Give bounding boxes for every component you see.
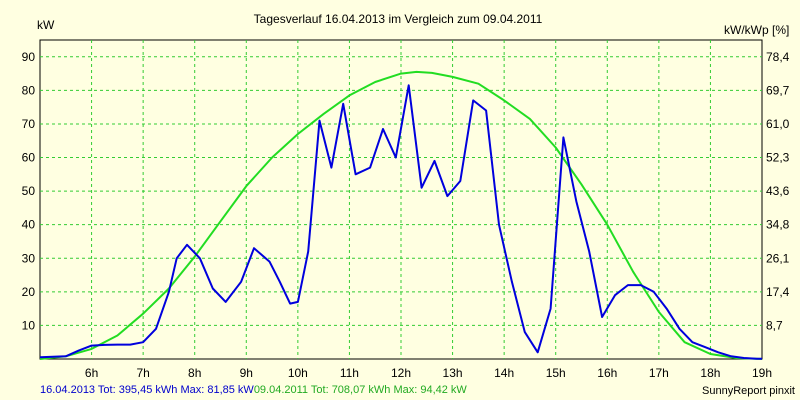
series-line-1: [39, 84, 762, 360]
grid: [40, 40, 762, 359]
y-tick-right: 61,0: [766, 117, 790, 131]
y-tick-left: 10: [22, 318, 36, 332]
chart-title: Tagesverlauf 16.04.2013 im Vergleich zum…: [254, 12, 543, 26]
y-tick-right: 26,1: [766, 251, 790, 265]
y-axis-label-right: kW/kWp [%]: [724, 23, 789, 37]
x-tick: 17h: [649, 366, 669, 380]
x-tick: 11h: [340, 366, 359, 380]
series-lines: [39, 70, 763, 360]
y-tick-right: 69,7: [766, 83, 790, 97]
footer-credit: SunnyReport pinxit: [702, 385, 795, 397]
y-tick-left: 80: [22, 83, 36, 97]
x-tick: 13h: [443, 366, 463, 380]
series-line-2: [39, 70, 763, 360]
x-tick: 12h: [391, 366, 411, 380]
y-tick-right: 17,4: [766, 285, 790, 299]
x-tick: 14h: [494, 366, 514, 380]
y-tick-right: 52,3: [766, 151, 790, 165]
x-tick: 8h: [188, 366, 201, 380]
y-tick-right: 43,6: [766, 184, 790, 198]
x-tick: 9h: [240, 366, 253, 380]
footer-series-2: 09.04.2011 Tot: 708,07 kWh Max: 94,42 kW: [254, 384, 468, 396]
footer-totals: 16.04.2013 Tot: 395,45 kWh Max: 81,85 kW…: [40, 384, 467, 396]
axis-ticks: 10 8,7 20 17,4 30 26,1 40 34,8 50 43,6 60 52,3 70 61,…: [22, 50, 790, 380]
y-tick-right: 8,7: [766, 318, 783, 332]
x-tick: 15h: [546, 366, 566, 380]
x-tick: 7h: [136, 366, 149, 380]
x-tick: 6h: [85, 366, 98, 380]
y-axis-label-left: kW: [37, 18, 55, 32]
y-tick-right: 78,4: [766, 50, 790, 64]
x-tick: 19h: [752, 366, 772, 380]
y-tick-left: 40: [22, 218, 36, 232]
x-tick: 16h: [597, 366, 617, 380]
y-tick-left: 60: [22, 151, 36, 165]
footer-series-1: 16.04.2013 Tot: 395,45 kWh Max: 81,85 kW: [40, 384, 254, 396]
y-tick-left: 90: [22, 50, 36, 64]
x-tick: 10h: [288, 366, 308, 380]
y-tick-left: 20: [22, 285, 36, 299]
y-tick-left: 50: [22, 184, 36, 198]
y-tick-left: 70: [22, 117, 36, 131]
x-tick: 18h: [700, 366, 720, 380]
y-tick-left: 30: [22, 251, 36, 265]
y-tick-right: 34,8: [766, 218, 790, 232]
